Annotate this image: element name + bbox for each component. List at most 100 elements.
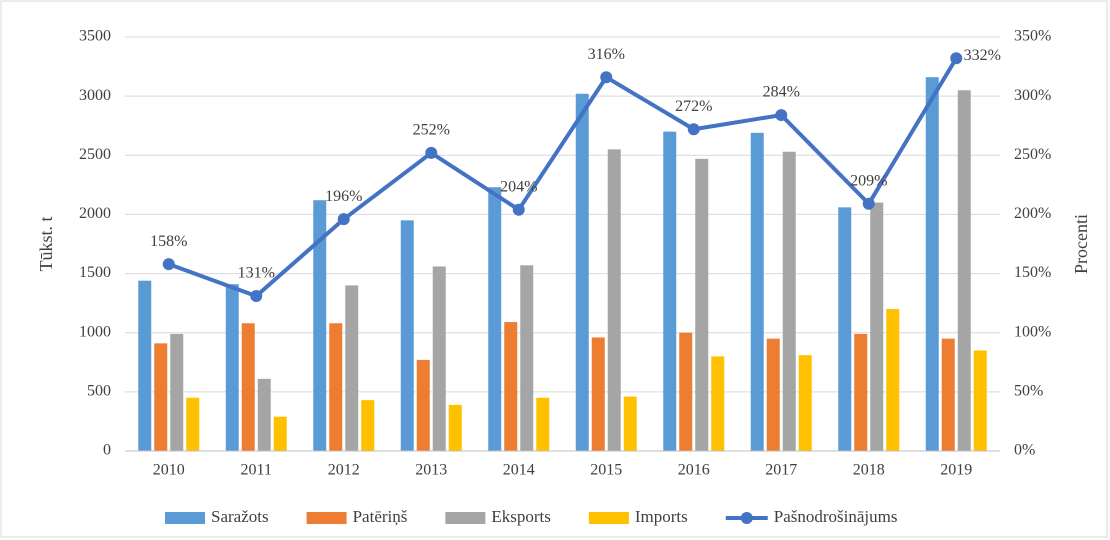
bar	[854, 333, 868, 451]
legend-swatch	[165, 512, 205, 524]
y-tick-label: 1000	[79, 323, 111, 340]
y-tick-label: 500	[87, 383, 111, 400]
y2-tick-label: 150%	[1014, 264, 1051, 281]
legend-label: Saražots	[211, 507, 269, 526]
bar	[520, 265, 534, 451]
y2-tick-label: 50%	[1014, 383, 1043, 400]
data-label: 284%	[763, 84, 800, 101]
x-tick-label: 2014	[503, 462, 535, 479]
x-tick-label: 2017	[765, 462, 797, 479]
line-point	[775, 109, 788, 122]
bar	[886, 309, 900, 451]
bar	[941, 338, 955, 451]
data-label: 209%	[850, 172, 887, 189]
data-label: 332%	[964, 47, 1001, 64]
bar	[488, 187, 502, 452]
bar	[870, 202, 884, 451]
data-label: 131%	[238, 265, 275, 282]
x-tick-label: 2015	[590, 462, 622, 479]
bar	[154, 343, 168, 451]
line-point	[337, 213, 350, 226]
bar	[623, 396, 637, 451]
x-tick-label: 2010	[153, 462, 185, 479]
line-point	[862, 197, 875, 210]
y2-tick-label: 300%	[1014, 87, 1051, 104]
x-tick-label: 2018	[853, 462, 885, 479]
bar	[925, 77, 939, 452]
line-point	[600, 71, 613, 84]
bar	[957, 90, 971, 451]
y-tick-label: 2500	[79, 146, 111, 163]
bar	[138, 280, 152, 451]
x-tick-label: 2016	[678, 462, 710, 479]
bar	[607, 149, 621, 451]
bar	[361, 400, 375, 451]
legend-label: Patēriņš	[353, 507, 408, 526]
bar	[695, 158, 709, 451]
bar	[838, 207, 852, 451]
bar	[345, 285, 359, 451]
y2-axis-title: Procenti	[1071, 214, 1091, 274]
bar	[536, 397, 550, 451]
bar	[663, 131, 677, 451]
bar	[575, 93, 589, 451]
bar	[782, 151, 796, 452]
bar	[766, 338, 780, 451]
y-tick-label: 3000	[79, 87, 111, 104]
legend: Saražots Patēriņš Eksports Imports Pašnodroš…	[165, 507, 898, 526]
x-tick-label: 2013	[415, 462, 447, 479]
bar	[313, 200, 327, 451]
bar	[711, 356, 725, 451]
legend-swatch	[306, 512, 347, 524]
line-point	[512, 203, 525, 216]
x-tick-label: 2012	[328, 462, 360, 479]
line-point	[162, 258, 175, 271]
bar	[591, 337, 605, 451]
bar	[225, 284, 239, 451]
y-tick-label: 2000	[79, 205, 111, 222]
y-axis-title: Tūkst. t	[36, 216, 56, 271]
legend-swatch	[588, 512, 629, 524]
bar	[448, 404, 462, 451]
bar	[798, 355, 812, 451]
x-tick-label: 2019	[940, 462, 972, 479]
bar	[170, 333, 184, 451]
y-tick-label: 1500	[79, 264, 111, 281]
data-label: 204%	[500, 178, 537, 195]
y2-tick-label: 200%	[1014, 205, 1051, 222]
bar	[750, 132, 764, 451]
y2-tick-label: 350%	[1014, 28, 1051, 45]
bar	[973, 350, 987, 451]
data-label: 196%	[325, 188, 362, 205]
line-point	[950, 52, 963, 65]
legend-swatch	[445, 512, 486, 524]
line	[168, 57, 958, 299]
bar	[257, 378, 271, 451]
bar	[400, 220, 414, 451]
line-point	[425, 146, 438, 159]
bar	[329, 323, 343, 451]
data-label: 272%	[675, 98, 712, 115]
bar	[504, 322, 518, 451]
x-tick-label: 2011	[241, 462, 272, 479]
data-label: 252%	[413, 122, 450, 139]
line-point	[250, 290, 263, 303]
y2-tick-label: 100%	[1014, 323, 1051, 340]
bar	[679, 332, 693, 451]
legend-label: Imports	[635, 507, 688, 526]
bar	[432, 266, 446, 451]
data-label: 316%	[588, 46, 625, 63]
y2-tick-label: 250%	[1014, 146, 1051, 163]
y2-tick-label: 0%	[1014, 442, 1035, 459]
bar	[416, 359, 430, 451]
line-point	[687, 123, 700, 136]
legend-label: Eksports	[491, 507, 551, 526]
data-label: 158%	[150, 233, 187, 250]
y-tick-label: 0	[103, 442, 111, 459]
legend-label: Pašnodrošinājums	[774, 507, 898, 526]
legend-swatch	[740, 512, 753, 524]
bar	[241, 323, 255, 451]
bar	[186, 397, 200, 451]
bar	[273, 416, 287, 451]
